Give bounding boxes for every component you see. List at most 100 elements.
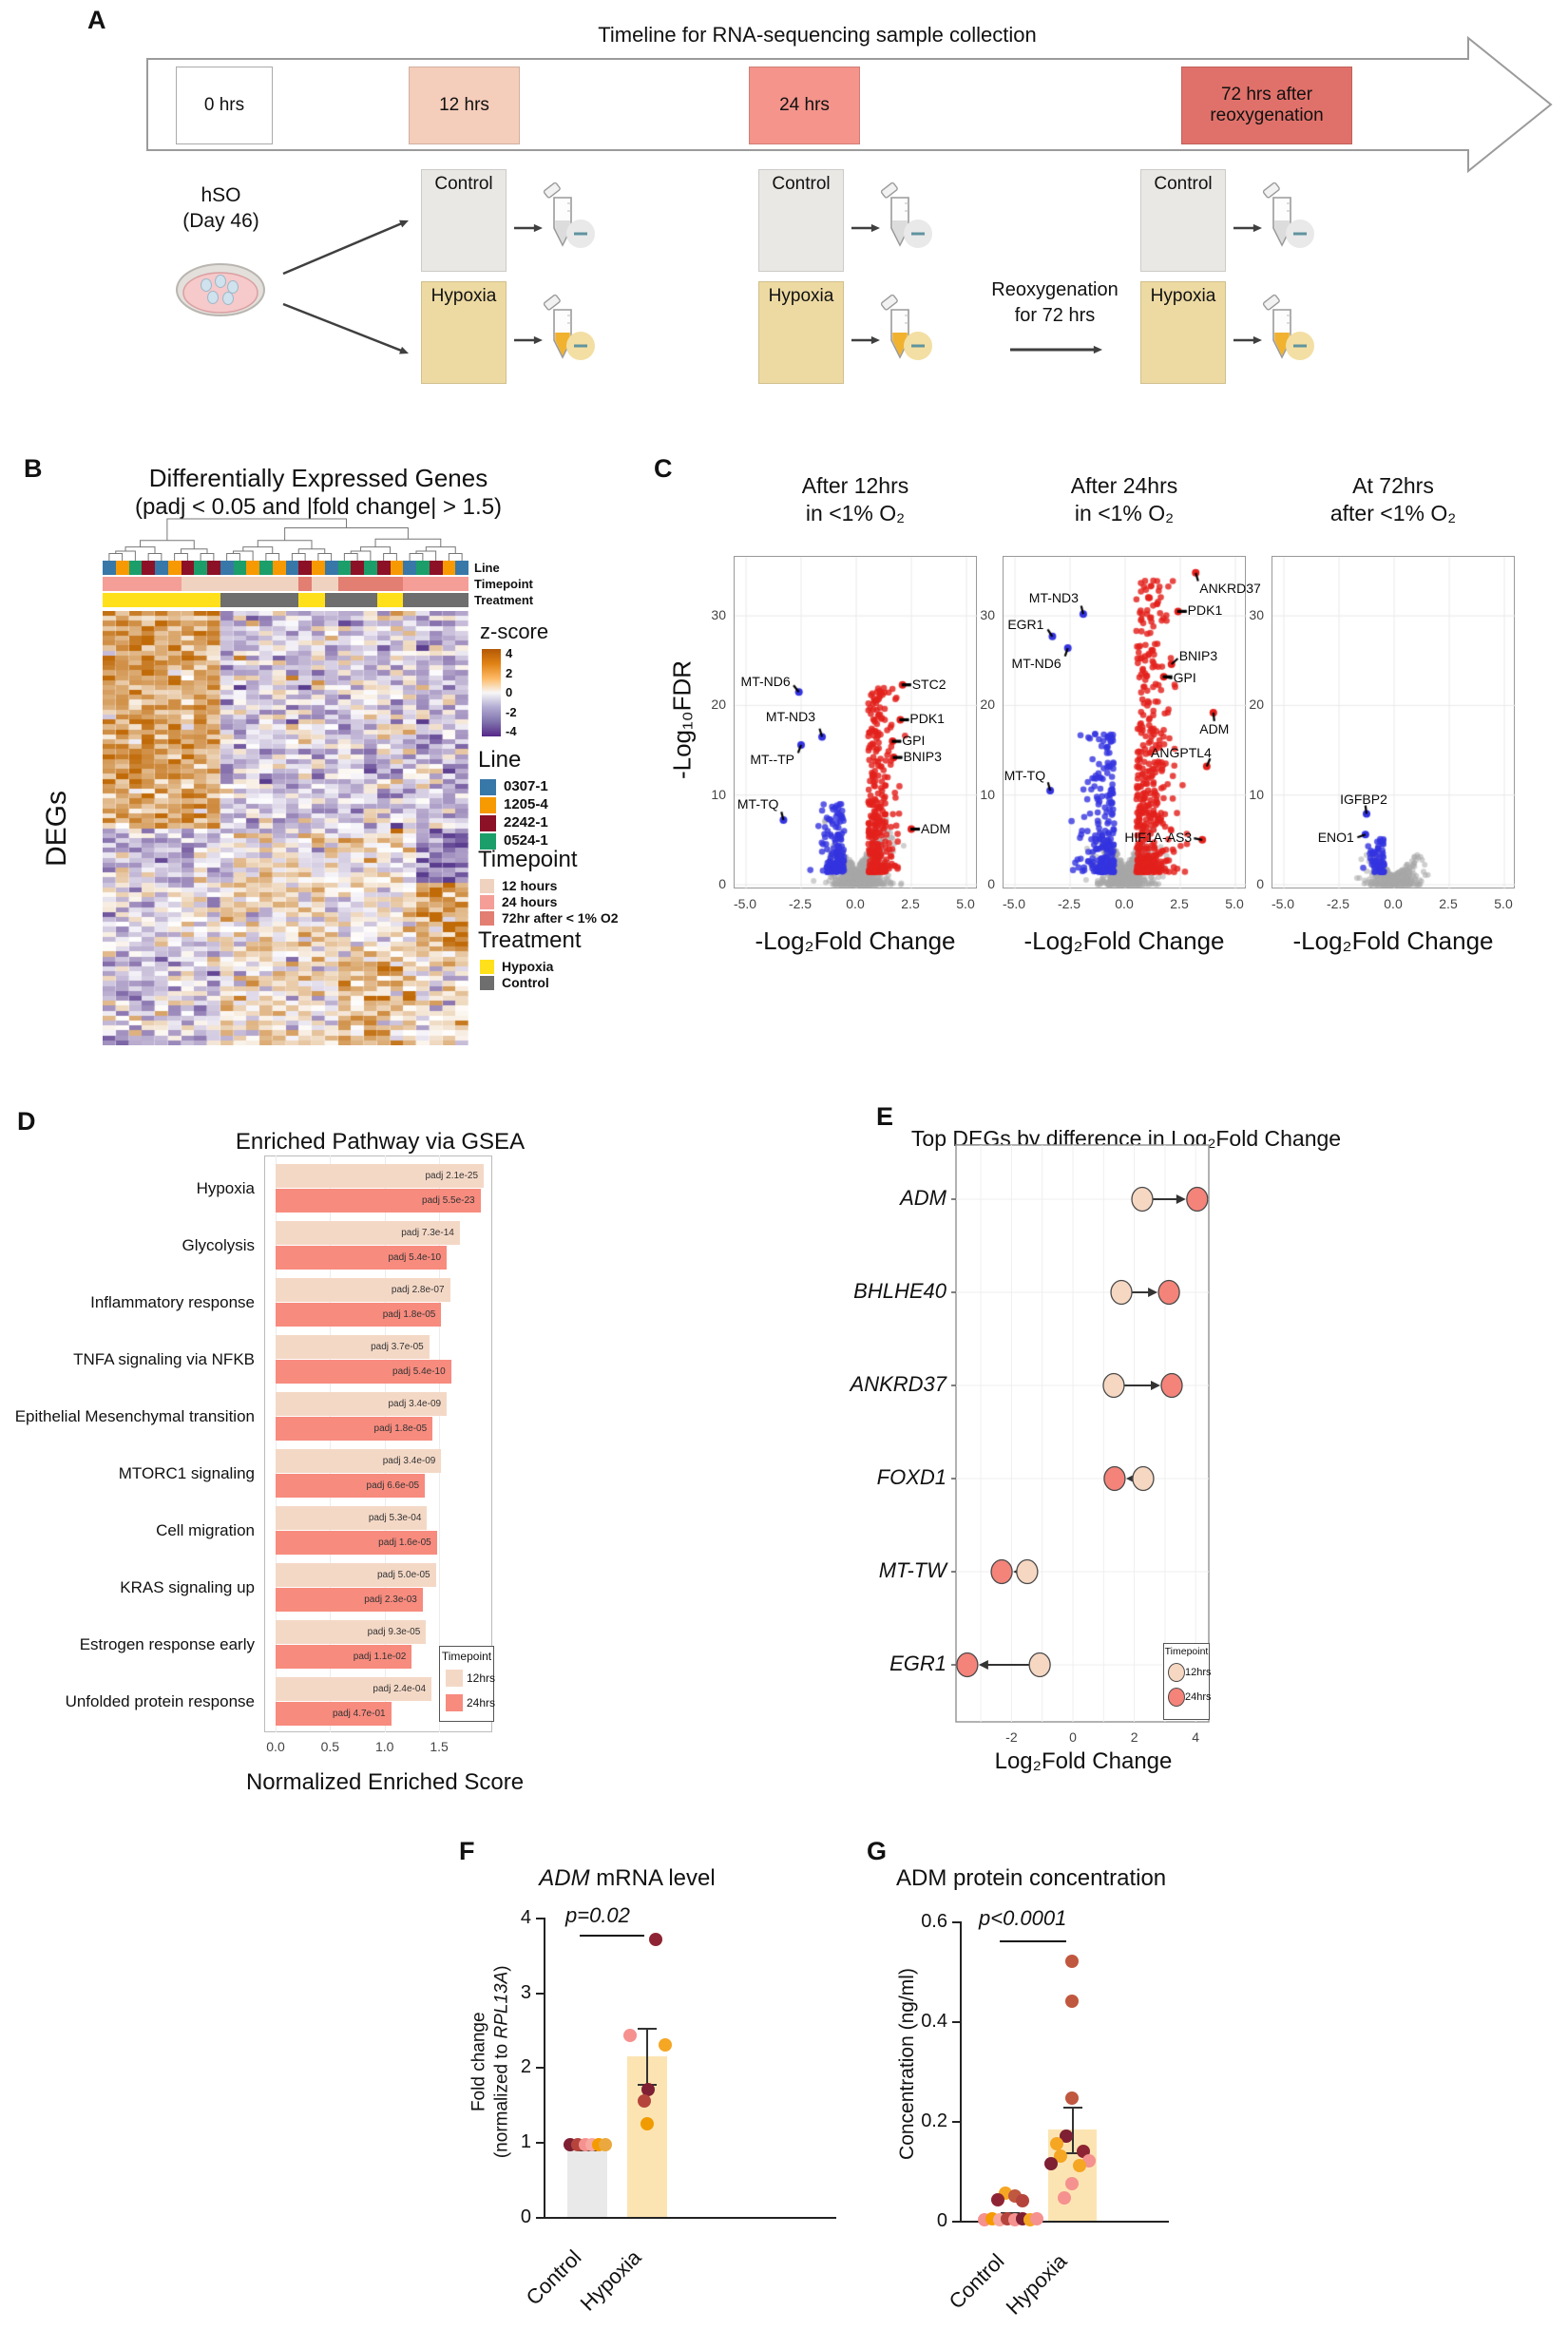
line-legend-swatch [480, 797, 496, 813]
annotation-cell [390, 577, 404, 591]
dumbbell-plot [951, 1144, 1210, 1723]
zscore-tick: 2 [506, 665, 513, 680]
hypoxia-error-cap-top [638, 2027, 657, 2030]
treatment-annotation-bar [103, 593, 468, 607]
dumbbell-dot-12hrs [1132, 1465, 1155, 1492]
annotation-cell [181, 593, 195, 607]
gsea-bar-12hrs [276, 1677, 432, 1701]
dumbbell-dot-24hrs [1103, 1465, 1126, 1492]
volcano-x-tick: 2.5 [1439, 896, 1458, 911]
hypoxia-data-point [641, 2116, 654, 2130]
gsea-padj-label-12hrs: padj 3.7e-05 [371, 1342, 424, 1352]
annotation-cell [298, 593, 312, 607]
gsea-bar-24hrs [276, 1189, 481, 1213]
arrow-head [1093, 345, 1102, 354]
volcano-x-axis-label: -Log₂Fold Change [755, 926, 956, 955]
annotation-cell [259, 577, 273, 591]
annotation-cell [312, 561, 325, 575]
annotation-cell [312, 577, 325, 591]
gsea-padj-label-12hrs: padj 3.4e-09 [388, 1399, 442, 1409]
panel-b-label: B [24, 454, 43, 483]
gsea-bar-24hrs [276, 1246, 448, 1270]
gsea-legend-label: 12hrs [467, 1671, 496, 1685]
volcano-gene-label: BNIP3 [903, 749, 942, 765]
annotation-cell [207, 561, 220, 575]
source-organoid-label: hSO (Day 46) [182, 184, 259, 233]
volcano-x-tick: 2.5 [1170, 896, 1189, 911]
volcano-title-line1: At 72hrs [1352, 473, 1434, 498]
annotation-cell [128, 561, 143, 575]
zscore-tick: 0 [506, 685, 513, 699]
volcano-gene-label: PDK1 [909, 711, 945, 727]
annotation-cell [115, 577, 129, 591]
volcano-x-tick: 0.0 [1384, 896, 1403, 911]
zscore-tick: -2 [506, 704, 517, 719]
treatment-legend-swatch [480, 960, 494, 974]
gsea-legend-title: Timepoint [441, 1650, 492, 1663]
sample-tube-icon [543, 294, 595, 360]
panel-f-label: F [459, 1837, 475, 1865]
volcano-y-tick: 0 [1256, 876, 1264, 891]
hypoxia-data-point [1065, 1995, 1079, 2008]
volcano-x-tick: -2.5 [1326, 896, 1350, 911]
y-tick-mark [536, 2217, 544, 2219]
gsea-plot-area [264, 1155, 492, 1732]
arrow-head [870, 335, 880, 345]
volcano-x-tick: -2.5 [788, 896, 813, 911]
annotation-cell [324, 577, 338, 591]
sample-tube-icon [543, 181, 595, 248]
annotation-cell [167, 561, 182, 575]
y-tick-mark [952, 2121, 960, 2123]
gsea-pathway-label: TNFA signaling via NFKB [73, 1350, 255, 1368]
line-legend-title: Line [478, 747, 522, 773]
annotation-cell [403, 577, 416, 591]
arrow-head [870, 223, 880, 233]
control-bar [567, 2146, 607, 2217]
panel-f-ylabel-line1: Fold change [468, 2012, 489, 2112]
hypoxia-data-point [1065, 1955, 1079, 1968]
annotation-cell [351, 593, 364, 607]
annotation-cell [429, 561, 443, 575]
dumbbell-legend-swatch [1168, 1688, 1185, 1707]
control-condition-box: Control [421, 169, 507, 272]
annotation-cell [220, 577, 234, 591]
gsea-padj-label-24hrs: padj 5.4e-10 [392, 1366, 446, 1377]
dumbbell-x-tick: -2 [1005, 1729, 1018, 1745]
annotation-cell [337, 577, 352, 591]
annotation-cell [376, 561, 391, 575]
timepoint-legend-item-label: 24 hours [502, 894, 558, 909]
dumbbell-legend-label: 12hrs [1185, 1667, 1212, 1678]
volcano-x-tick: -5.0 [733, 896, 757, 911]
volcano-x-tick: 5.0 [1225, 896, 1244, 911]
volcano-title-line2: in <1% O₂ [805, 501, 906, 525]
y-tick-mark [536, 1992, 544, 1995]
gsea-bar-24hrs [276, 1417, 433, 1441]
gsea-pathway-label: Estrogen response early [79, 1635, 255, 1653]
volcano-x-tick: 0.0 [1115, 896, 1134, 911]
x-baseline [960, 2221, 1169, 2223]
gsea-gridline [276, 1155, 277, 1732]
control-condition-box: Control [1140, 169, 1226, 272]
gsea-x-tick: 1.5 [430, 1739, 449, 1754]
timeline-milestone-box: 0 hrs [176, 67, 273, 144]
annotation-cell [246, 577, 259, 591]
annotation-cell [207, 577, 220, 591]
gsea-padj-label-12hrs: padj 2.1e-25 [425, 1171, 479, 1181]
y-tick-mark [952, 1921, 960, 1923]
hypoxia-data-point [1060, 2129, 1073, 2143]
gsea-legend-label: 24hrs [467, 1696, 496, 1709]
dumbbell-gene-label: EGR1 [889, 1652, 947, 1675]
annotation-cell [351, 577, 364, 591]
dumbbell-dot-24hrs [990, 1558, 1013, 1585]
gsea-padj-label-24hrs: padj 4.7e-01 [332, 1709, 386, 1719]
volcano-gene-label: MT-ND3 [1028, 590, 1079, 606]
organoid-dish-icon [176, 263, 265, 316]
timeline-milestone-box: 12 hrs [409, 67, 520, 144]
annotation-cell [324, 561, 338, 575]
gsea-bar-24hrs [276, 1588, 423, 1612]
arrow-head [1252, 335, 1262, 345]
annotation-cell [233, 593, 247, 607]
volcano-y-tick: 10 [711, 786, 726, 802]
annotation-cell [455, 561, 468, 575]
annotation-cell [194, 593, 207, 607]
